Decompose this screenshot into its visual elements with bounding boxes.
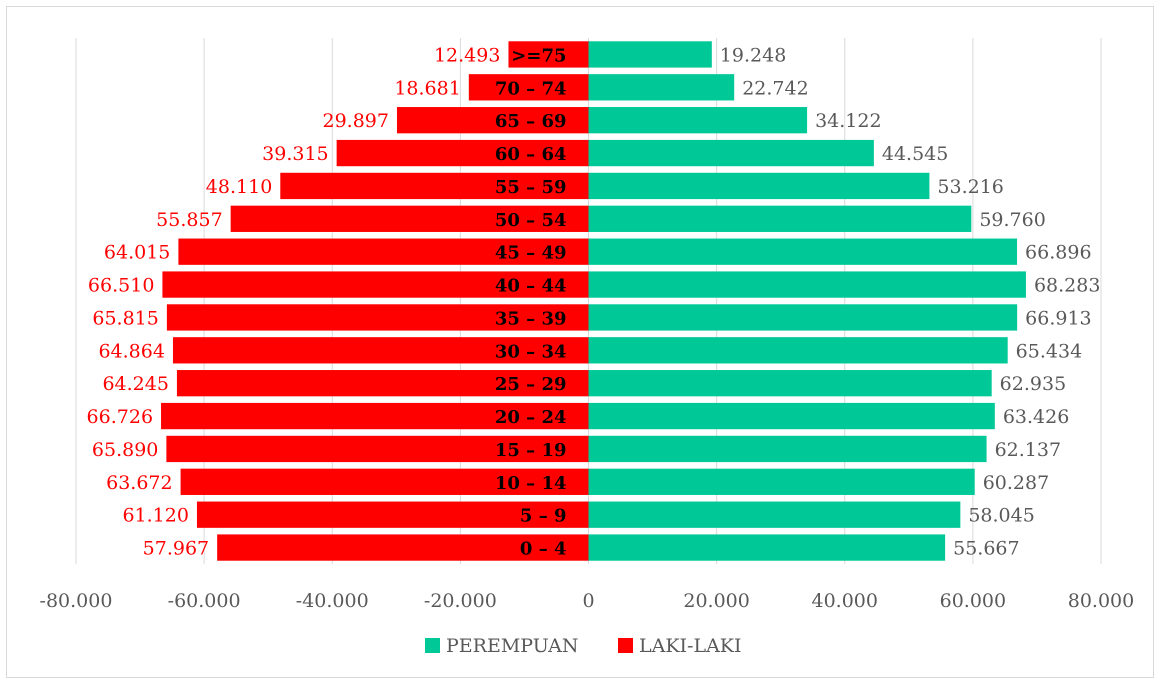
data-label-perempuan: 62.935 xyxy=(1000,373,1066,395)
data-labels: 12.493 19.248 18.681 22.742 29.897 34.122 39.3… xyxy=(87,44,1101,559)
category-label: 25 – 29 xyxy=(495,374,567,395)
data-label-perempuan: 19.248 xyxy=(720,44,786,66)
data-label-laki-laki: 29.897 xyxy=(322,110,388,132)
data-label-laki-laki: 12.493 xyxy=(434,44,500,66)
category-label: 70 – 74 xyxy=(495,78,567,99)
data-label-laki-laki: 66.510 xyxy=(88,275,154,297)
bar-laki-laki xyxy=(172,337,589,364)
bar-perempuan xyxy=(588,139,874,167)
category-label: 15 – 19 xyxy=(495,440,567,461)
bar-laki-laki xyxy=(162,271,589,298)
legend-label: LAKI-LAKI xyxy=(639,635,742,657)
bar-laki-laki xyxy=(230,205,589,232)
data-label-perempuan: 60.287 xyxy=(983,472,1049,494)
data-label-laki-laki: 65.815 xyxy=(92,307,158,329)
bar-laki-laki xyxy=(508,41,589,68)
legend-label: PEREMPUAN xyxy=(446,635,579,657)
data-label-perempuan: 58.045 xyxy=(968,505,1034,527)
bar-perempuan xyxy=(588,238,1018,265)
data-label-perempuan: 63.426 xyxy=(1003,406,1069,428)
bar-laki-laki xyxy=(166,304,589,331)
data-label-laki-laki: 66.726 xyxy=(87,406,153,428)
bar-perempuan xyxy=(588,337,1008,364)
x-tick-label: -20.000 xyxy=(424,590,497,612)
legend: PEREMPUAN LAKI-LAKI xyxy=(425,635,742,657)
category-label: 35 – 39 xyxy=(495,308,567,329)
bar-perempuan xyxy=(588,107,808,134)
bar-laki-laki xyxy=(176,370,589,397)
data-label-laki-laki: 57.967 xyxy=(143,538,209,560)
bar-perempuan xyxy=(588,468,975,495)
bar-laki-laki xyxy=(166,435,589,463)
bar-laki-laki xyxy=(217,534,589,561)
x-tick-label: -80.000 xyxy=(40,590,113,612)
data-label-laki-laki: 64.864 xyxy=(98,340,164,362)
data-label-perempuan: 66.896 xyxy=(1025,242,1091,264)
data-label-perempuan: 62.137 xyxy=(995,439,1061,461)
data-label-laki-laki: 64.015 xyxy=(104,242,170,264)
data-label-perempuan: 44.545 xyxy=(882,143,948,165)
category-labels: >=75 70 – 74 65 – 69 60 – 64 55 – 59 50 – 54 4… xyxy=(495,45,567,559)
bar-laki-laki xyxy=(336,139,589,167)
bar-perempuan xyxy=(588,435,987,463)
bar-perempuan xyxy=(588,74,735,101)
data-label-laki-laki: 64.245 xyxy=(102,373,168,395)
bar-perempuan xyxy=(588,501,961,528)
x-tick-label: 80.000 xyxy=(1068,590,1134,612)
category-label: 0 – 4 xyxy=(520,539,567,560)
category-label: 45 – 49 xyxy=(495,243,567,264)
bars xyxy=(161,41,1026,561)
data-label-laki-laki: 48.110 xyxy=(206,176,272,198)
data-label-perempuan: 55.667 xyxy=(953,538,1019,560)
data-label-laki-laki: 61.120 xyxy=(122,505,188,527)
bar-perempuan xyxy=(588,534,946,561)
bar-perempuan xyxy=(588,271,1026,298)
bar-perempuan xyxy=(588,304,1018,331)
data-label-perempuan: 53.216 xyxy=(937,176,1003,198)
data-label-laki-laki: 55.857 xyxy=(156,209,222,231)
category-label: 40 – 44 xyxy=(495,276,567,297)
x-tick-label: 0 xyxy=(582,590,594,612)
data-label-perempuan: 68.283 xyxy=(1034,275,1100,297)
x-tick-label: -60.000 xyxy=(168,590,241,612)
x-tick-label: 60.000 xyxy=(940,590,1006,612)
data-label-laki-laki: 39.315 xyxy=(262,143,328,165)
data-label-perempuan: 22.742 xyxy=(742,77,808,99)
data-label-laki-laki: 65.890 xyxy=(92,439,158,461)
data-label-perempuan: 59.760 xyxy=(979,209,1045,231)
data-label-perempuan: 34.122 xyxy=(815,110,881,132)
x-tick-label: -40.000 xyxy=(296,590,369,612)
bar-laki-laki xyxy=(178,238,589,265)
bar-perempuan xyxy=(588,41,712,68)
data-label-perempuan: 65.434 xyxy=(1016,340,1082,362)
data-label-perempuan: 66.913 xyxy=(1025,307,1091,329)
category-label: 5 – 9 xyxy=(520,506,567,527)
x-tick-label: 20.000 xyxy=(683,590,749,612)
category-label: 30 – 34 xyxy=(495,341,567,362)
bar-perempuan xyxy=(588,172,930,200)
bar-perempuan xyxy=(588,205,972,232)
category-label: 20 – 24 xyxy=(495,407,567,428)
bar-laki-laki xyxy=(280,172,589,200)
category-label: 65 – 69 xyxy=(495,111,567,132)
data-label-laki-laki: 63.672 xyxy=(106,472,172,494)
legend-swatch xyxy=(425,638,440,653)
category-label: 50 – 54 xyxy=(495,210,567,231)
legend-swatch xyxy=(618,638,633,653)
category-label: 60 – 64 xyxy=(495,144,567,165)
bar-laki-laki xyxy=(161,402,589,430)
x-axis-ticks: -80.000 -60.000 -40.000 -20.000 0 20.000 40.00… xyxy=(40,590,1135,612)
bar-laki-laki xyxy=(396,107,589,134)
data-label-laki-laki: 18.681 xyxy=(394,77,460,99)
category-label: >=75 xyxy=(511,45,566,66)
bar-laki-laki xyxy=(180,468,589,495)
category-label: 10 – 14 xyxy=(495,473,567,494)
x-tick-label: 40.000 xyxy=(812,590,878,612)
bar-laki-laki xyxy=(196,501,589,528)
bar-laki-laki xyxy=(468,74,589,101)
bar-perempuan xyxy=(588,370,992,397)
category-label: 55 – 59 xyxy=(495,177,567,198)
bar-perempuan xyxy=(588,402,995,430)
